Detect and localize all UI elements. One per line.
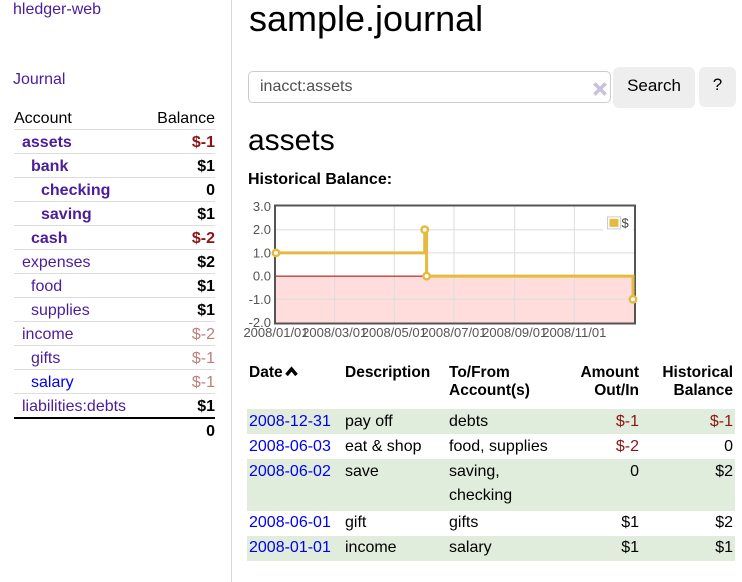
svg-text:1.0: 1.0 <box>253 245 271 260</box>
svg-text:2008/05/01: 2008/05/01 <box>362 325 427 340</box>
svg-text:2008/01/01: 2008/01/01 <box>243 325 308 340</box>
svg-text:2008/09/01: 2008/09/01 <box>482 325 547 340</box>
svg-text:2008/07/01: 2008/07/01 <box>421 325 486 340</box>
svg-text:2.0: 2.0 <box>253 222 271 237</box>
svg-text:-2.0: -2.0 <box>249 315 271 330</box>
svg-text:2008/03/01: 2008/03/01 <box>302 325 367 340</box>
svg-text:0.0: 0.0 <box>253 269 271 284</box>
svg-text:-1.0: -1.0 <box>249 292 271 307</box>
svg-text:3.0: 3.0 <box>253 199 271 214</box>
svg-text:2008/11/01: 2008/11/01 <box>542 325 606 340</box>
svg-text:$: $ <box>622 216 630 231</box>
